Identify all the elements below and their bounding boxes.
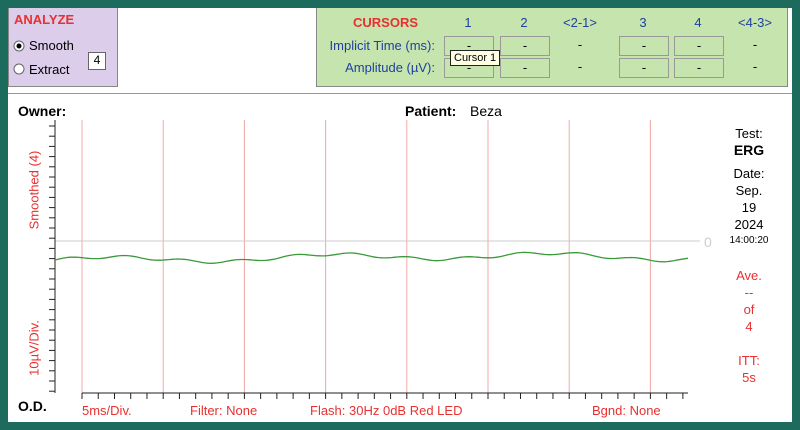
cursor-cell: -	[619, 36, 669, 56]
row-label: Implicit Time (ms):	[329, 38, 435, 53]
cursor-cell: -	[752, 37, 758, 52]
extract-input[interactable]: 4	[88, 52, 106, 70]
cursor-cell: -	[500, 58, 550, 78]
analyze-panel	[8, 8, 118, 87]
waveform	[54, 251, 689, 264]
cursor-cell: -	[674, 36, 724, 56]
plot-frame	[8, 93, 792, 422]
column-header: <4-3>	[738, 15, 772, 30]
side-text: --	[744, 285, 754, 300]
side-text: 5s	[742, 370, 756, 385]
column-header: <2-1>	[563, 15, 597, 30]
radio[interactable]	[13, 63, 25, 75]
footer-text: 5ms/Div.	[82, 403, 132, 418]
side-text: 14:00:20	[729, 235, 769, 246]
plot	[49, 120, 700, 399]
radio-label[interactable]: Extract	[29, 62, 70, 77]
column-header: 1	[464, 15, 472, 30]
cursor-cell: -	[752, 59, 758, 74]
row-label: Amplitude (µV):	[345, 60, 435, 75]
side-text: Ave.	[736, 268, 762, 283]
patient-name: Beza	[470, 103, 502, 119]
eye-label: O.D.	[18, 398, 47, 414]
patient-label: Patient:	[405, 103, 457, 119]
column-header: 4	[694, 15, 702, 30]
side-text: Sep.	[735, 183, 763, 198]
analyze-title: ANALYZE	[14, 12, 75, 27]
side-text: of	[743, 302, 755, 317]
column-header: 3	[639, 15, 647, 30]
side-text: Test:	[735, 126, 763, 141]
footer-text: Filter: None	[190, 403, 258, 418]
tooltip: Cursor 1	[450, 50, 501, 66]
zero-label: 0	[704, 234, 712, 250]
side-text: ITT:	[738, 353, 760, 368]
side-text: 19	[741, 200, 757, 215]
cursor-cell: -	[674, 58, 724, 78]
radio-layer	[13, 40, 25, 75]
footer-text: Bgnd: None	[592, 403, 661, 418]
side-text: 4	[745, 319, 753, 334]
side-text: Date:	[733, 166, 765, 181]
y-label: 10µV/Div.	[26, 320, 42, 376]
cursors-title: CURSORS	[353, 15, 419, 30]
y-label: Smoothed (4)	[26, 150, 42, 230]
cursor-cell: -	[619, 58, 669, 78]
radio-label[interactable]: Smooth	[29, 38, 74, 53]
column-header: 2	[520, 15, 528, 30]
owner-label: Owner:	[18, 103, 67, 119]
footer-text: Flash: 30Hz 0dB Red LED	[310, 403, 463, 418]
cursor-cell: -	[577, 37, 583, 52]
cursors-panel	[316, 8, 788, 87]
cursor-cell: -	[577, 59, 583, 74]
radio-dot	[16, 43, 22, 49]
side-text: 2024	[734, 217, 764, 232]
side-text: ERG	[733, 142, 765, 158]
cursor-cell: -	[500, 36, 550, 56]
